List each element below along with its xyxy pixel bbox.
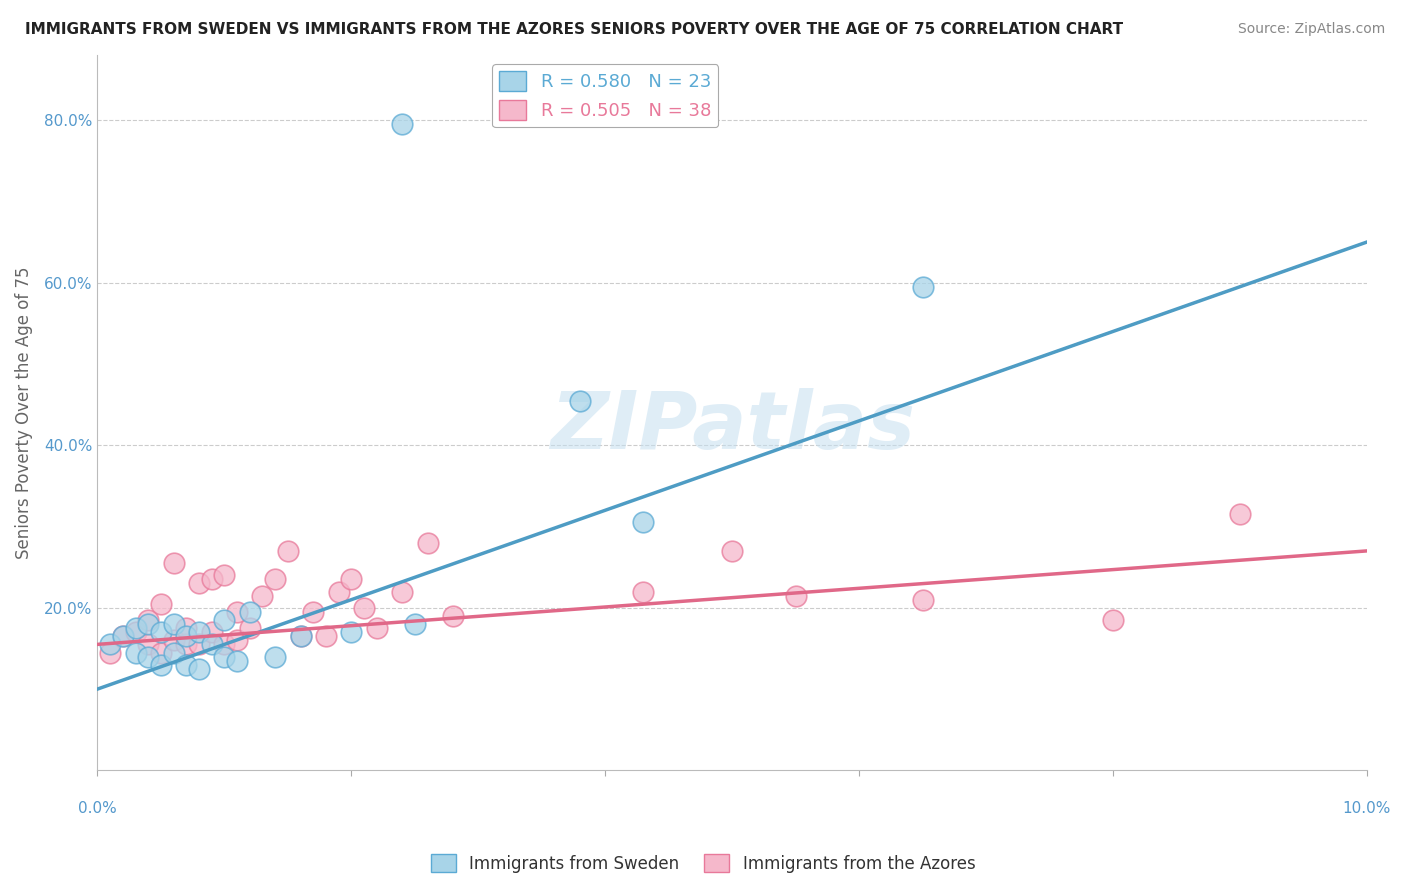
Point [201,573,224,587]
Point [201,637,224,651]
Point [239,621,262,635]
Point [264,649,287,664]
Text: 10.0%: 10.0% [1343,801,1391,816]
Point [391,117,413,131]
Point [162,617,184,632]
Point [633,584,655,599]
Point [176,621,198,635]
Point [785,589,807,603]
Point [98,637,121,651]
Point [328,584,350,599]
Point [124,646,146,660]
Point [340,625,363,640]
Point [290,629,312,643]
Point [214,568,236,582]
Point [149,657,172,672]
Point [98,646,121,660]
Point [633,516,655,530]
Point [188,637,211,651]
Point [149,597,172,611]
Point [252,589,274,603]
Point [911,279,934,293]
Point [162,556,184,570]
Point [162,633,184,648]
Point [149,646,172,660]
Point [353,600,375,615]
Text: Source: ZipAtlas.com: Source: ZipAtlas.com [1237,22,1385,37]
Point [214,613,236,627]
Point [111,629,134,643]
Point [201,625,224,640]
Point [290,629,312,643]
Text: 0.0%: 0.0% [79,801,117,816]
Point [136,617,159,632]
Point [226,654,249,668]
Point [264,573,287,587]
Point [568,393,591,408]
Legend: R = 0.580   N = 23, R = 0.505   N = 38: R = 0.580 N = 23, R = 0.505 N = 38 [492,64,718,128]
Point [340,573,363,587]
Point [136,649,159,664]
Point [239,605,262,619]
Point [188,625,211,640]
Point [391,584,413,599]
Point [124,625,146,640]
Point [214,649,236,664]
Point [1102,613,1125,627]
Point [911,592,934,607]
Point [226,633,249,648]
Point [366,621,388,635]
Text: ZIPatlas: ZIPatlas [550,388,915,466]
Point [721,544,744,558]
Point [226,605,249,619]
Point [315,629,337,643]
Point [176,629,198,643]
Point [404,617,426,632]
Point [124,621,146,635]
Point [416,536,439,550]
Y-axis label: Seniors Poverty Over the Age of 75: Seniors Poverty Over the Age of 75 [15,267,32,559]
Point [149,625,172,640]
Legend: Immigrants from Sweden, Immigrants from the Azores: Immigrants from Sweden, Immigrants from … [425,847,981,880]
Point [136,613,159,627]
Point [188,662,211,676]
Point [214,637,236,651]
Point [176,637,198,651]
Point [188,576,211,591]
Point [277,544,299,558]
Point [136,637,159,651]
Text: IMMIGRANTS FROM SWEDEN VS IMMIGRANTS FROM THE AZORES SENIORS POVERTY OVER THE AG: IMMIGRANTS FROM SWEDEN VS IMMIGRANTS FRO… [25,22,1123,37]
Point [176,657,198,672]
Point [441,609,464,624]
Point [162,646,184,660]
Point [302,605,325,619]
Point [111,629,134,643]
Point [1229,508,1251,522]
